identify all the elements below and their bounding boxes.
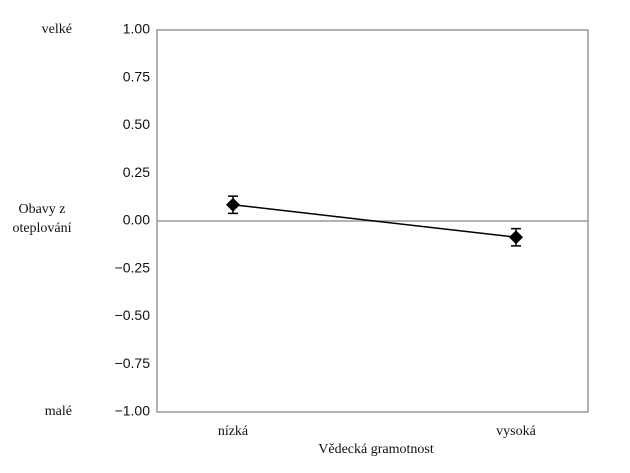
marker	[509, 230, 523, 245]
y-axis-label: oteplování	[12, 221, 71, 236]
y-tick-label: −0.25	[115, 259, 151, 275]
bottom-label: malé	[45, 404, 72, 419]
top-label: velké	[42, 22, 72, 37]
y-tick-label: 0.00	[123, 212, 150, 228]
y-tick-label: 0.50	[123, 116, 150, 132]
y-tick-label: −1.00	[115, 403, 151, 419]
y-axis-label: Obavy z	[18, 202, 65, 217]
line	[232, 204, 517, 238]
x-tick-label: nízká	[218, 424, 249, 439]
y-tick-label: 1.00	[123, 21, 150, 37]
y-tick-label: −0.75	[115, 355, 151, 371]
y-tick-label: −0.50	[115, 307, 151, 323]
marker	[226, 197, 240, 212]
x-tick-label: vysoká	[496, 424, 536, 439]
x-axis-label: Vědecká gramotnost	[318, 442, 434, 457]
y-tick-label: 0.25	[123, 164, 150, 180]
y-tick-label: 0.75	[123, 68, 150, 84]
